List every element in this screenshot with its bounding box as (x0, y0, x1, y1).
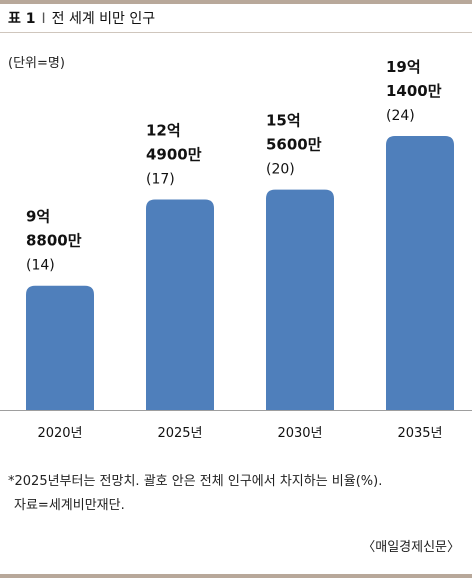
bar-1 (146, 199, 214, 410)
bottom-rule (0, 574, 472, 578)
x-tick-label-2: 2030년 (277, 426, 322, 441)
data-label-eok-0: 9억 (26, 208, 50, 226)
data-label-man-2: 5600만 (266, 136, 322, 154)
chart-header: 표 1 I 전 세계 비만 인구 (8, 8, 155, 28)
top-rule (0, 0, 472, 4)
bar-3 (386, 136, 454, 410)
bar-0 (26, 285, 94, 410)
data-label-percent-1: (17) (146, 172, 175, 188)
data-label-percent-3: (24) (386, 108, 415, 124)
data-label-eok-2: 15억 (266, 112, 301, 130)
data-label-eok-3: 19억 (386, 58, 421, 76)
chart-title: 전 세계 비만 인구 (51, 11, 156, 27)
data-label-percent-2: (20) (266, 162, 295, 178)
bar-2 (266, 189, 334, 410)
x-tick-label-1: 2025년 (157, 426, 202, 441)
unit-label: (단위=명) (8, 56, 65, 71)
data-label-percent-0: (14) (26, 258, 55, 274)
publisher-credit: 〈매일경제신문〉 (362, 540, 460, 555)
data-label-man-1: 4900만 (146, 146, 202, 164)
table-label: 표 1 (8, 11, 36, 27)
header-rule (0, 32, 472, 33)
data-label-man-3: 1400만 (386, 82, 442, 100)
data-label-man-0: 8800만 (26, 232, 82, 250)
footnote-forecast: *2025년부터는 전망치. 괄호 안은 전체 인구에서 차지하는 비율(%). (8, 474, 383, 489)
x-tick-label-3: 2035년 (397, 426, 442, 441)
footnote-source: 자료=세계비만재단. (14, 498, 125, 513)
header-separator: I (41, 11, 46, 27)
x-tick-label-0: 2020년 (37, 426, 82, 441)
data-label-eok-1: 12억 (146, 122, 181, 140)
bar-chart: 9억 8800만 (14) 2020년 12억 4900만 (17) 2025년 15억 5600… (0, 58, 472, 441)
